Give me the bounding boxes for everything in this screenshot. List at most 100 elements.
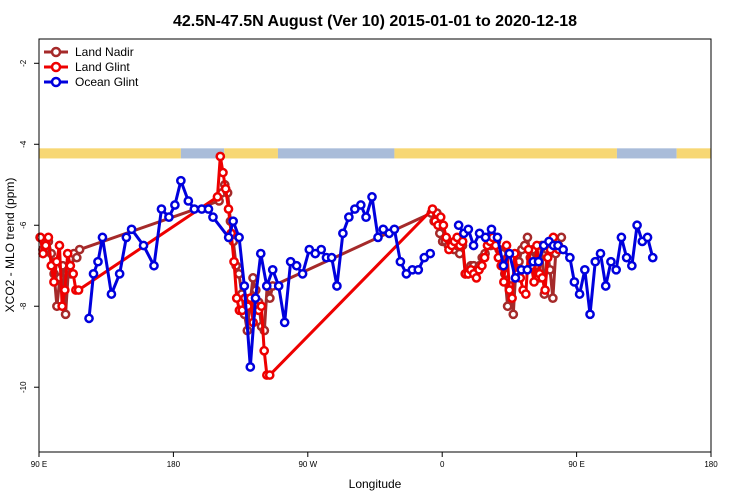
legend-label: Land Nadir — [75, 45, 134, 59]
data-point — [84, 313, 94, 324]
legend-label: Ocean Glint — [75, 75, 139, 89]
x-tick-label: 90 E — [31, 460, 47, 469]
data-point — [367, 192, 377, 202]
data-point — [556, 232, 567, 243]
legend-item: Land Glint — [44, 60, 130, 74]
data-point — [558, 244, 569, 255]
data-point — [479, 252, 490, 263]
data-point — [395, 256, 406, 267]
data-point — [259, 345, 270, 356]
data-point — [57, 301, 67, 312]
data-point — [441, 232, 452, 243]
x-tick-label: 90 W — [298, 460, 317, 469]
data-point — [486, 224, 497, 235]
data-point — [49, 277, 59, 287]
data-point — [121, 232, 132, 243]
data-point — [537, 273, 548, 283]
data-point — [590, 256, 601, 267]
data-point — [228, 216, 238, 227]
data-point — [245, 362, 256, 372]
data-point — [212, 192, 223, 202]
plot-frame — [38, 38, 712, 453]
data-point — [477, 260, 487, 271]
data-point — [606, 256, 616, 267]
x-tick-label: 180 — [167, 460, 181, 469]
series-layer — [35, 151, 658, 380]
data-point — [533, 256, 544, 267]
data-point — [71, 252, 82, 263]
data-point — [611, 264, 622, 275]
series-ocean-glint-east — [453, 220, 658, 320]
series-ocean-glint — [84, 175, 436, 372]
data-point — [510, 273, 521, 283]
data-point — [435, 212, 446, 223]
data-point — [265, 293, 275, 303]
y-tick-label: -10 — [19, 381, 28, 393]
data-point — [502, 301, 513, 312]
data-point — [73, 285, 84, 295]
data-point — [332, 281, 342, 291]
data-point — [218, 167, 228, 178]
data-point — [574, 289, 585, 299]
data-point — [565, 252, 575, 263]
data-point — [529, 277, 539, 287]
data-point — [40, 240, 51, 251]
data-point — [149, 260, 159, 271]
data-point — [520, 289, 531, 299]
data-point — [60, 309, 71, 320]
legend-swatch-marker — [50, 46, 62, 58]
data-point — [248, 273, 258, 283]
data-point — [35, 232, 46, 243]
data-point — [297, 268, 308, 279]
strip-segment-land — [39, 148, 181, 159]
data-point — [279, 317, 290, 328]
legend-item: Ocean Glint — [44, 75, 139, 89]
chart-title: 42.5N-47.5N August (Ver 10) 2015-01-01 t… — [173, 13, 577, 30]
data-point — [291, 260, 302, 271]
data-point — [647, 252, 658, 263]
data-point — [51, 256, 62, 267]
data-point — [74, 244, 85, 255]
data-point — [548, 293, 558, 303]
data-point — [88, 268, 99, 279]
legend-swatch-marker — [50, 61, 62, 73]
data-point — [463, 224, 474, 235]
data-point — [621, 252, 632, 263]
data-point — [189, 204, 200, 214]
data-point — [273, 281, 284, 291]
data-point — [223, 232, 234, 243]
data-point — [234, 232, 244, 243]
data-point — [480, 232, 491, 243]
strip-segment-ocean — [277, 148, 395, 159]
data-point — [522, 232, 533, 243]
data-point — [54, 240, 65, 251]
data-point — [231, 293, 242, 303]
data-point — [471, 273, 482, 283]
data-point — [504, 248, 515, 259]
data-point — [156, 204, 167, 214]
data-point — [256, 301, 267, 312]
y-axis-label: XCO2 - MLO trend (ppm) — [3, 178, 17, 313]
data-point — [468, 240, 479, 251]
y-tick-label: -8 — [19, 302, 28, 310]
data-point — [361, 212, 371, 223]
data-point — [600, 281, 611, 291]
data-point — [579, 264, 590, 275]
data-point — [425, 248, 436, 259]
data-point — [114, 268, 125, 279]
x-axis-label: Longitude — [349, 477, 402, 491]
data-point — [267, 264, 278, 275]
strip-segment-land — [224, 148, 278, 159]
data-point — [93, 256, 103, 267]
data-point — [338, 228, 348, 239]
y-axis: -2 -4 -6 -8 -10 — [19, 59, 39, 393]
x-tick-label: 90 E — [568, 460, 584, 469]
data-point — [457, 236, 468, 247]
data-point — [264, 370, 275, 380]
data-point — [97, 232, 108, 243]
data-point — [492, 232, 503, 243]
y-tick-label: -4 — [19, 140, 28, 148]
data-point — [250, 293, 261, 303]
